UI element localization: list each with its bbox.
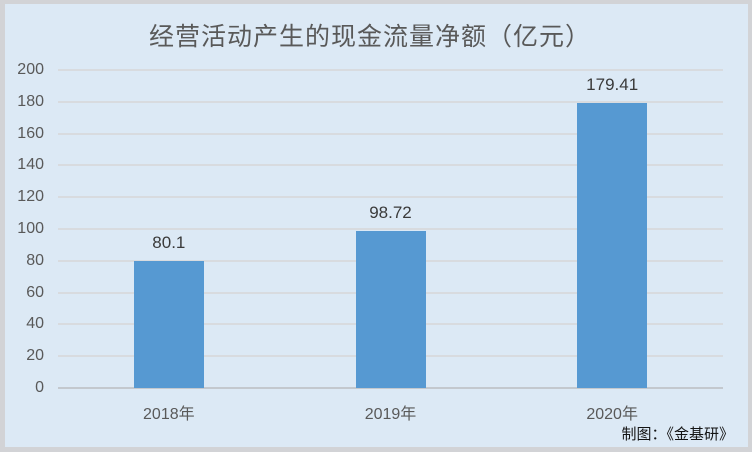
bar-value-label: 98.72: [369, 203, 412, 223]
gridline-y-180: [58, 100, 723, 103]
y-axis-tick-label: 20: [26, 347, 44, 365]
bar-2018年: [133, 260, 204, 388]
x-axis-category-label: 2019年: [364, 406, 417, 423]
y-axis-tick-label: 120: [17, 188, 44, 206]
y-axis-tick-label: 40: [26, 315, 44, 333]
gridline-y-140: [58, 164, 723, 167]
x-axis-category-label: 2020年: [586, 406, 638, 423]
y-axis-tick-label: 180: [17, 92, 44, 110]
gridline-y-120: [58, 196, 723, 199]
x-axis-category-label: 2018年: [143, 406, 195, 423]
gridline-y-100: [58, 228, 723, 230]
gridline-y-0: [58, 387, 723, 389]
bar-2020年: [577, 102, 648, 388]
gridline-y-160: [58, 132, 723, 135]
bar-value-label: 80.1: [152, 232, 186, 252]
chart-title: 经营活动产生的现金流量净额（亿元）: [148, 23, 591, 51]
y-axis-tick-label: 140: [17, 156, 44, 174]
y-axis-tick-label: 160: [17, 124, 44, 142]
bar-value-label: 179.41: [586, 74, 639, 94]
credit-text: 制图：《金基研》: [621, 426, 734, 443]
y-axis-tick-label: 60: [26, 283, 44, 301]
y-axis-tick-label: 80: [26, 251, 44, 269]
plot-area: 0 20 40 60 80 100 120 140 160 180 200 80.1 2018年 98.7…: [17, 62, 723, 423]
bar-2019年: [355, 231, 426, 388]
bar-chart-canvas: 经营活动产生的现金流量净额（亿元） 0 20 40 60 80 100 120 140 160 1…: [5, 4, 748, 447]
y-axis-tick-label: 0: [35, 379, 44, 396]
gridline-y-200: [58, 69, 723, 71]
y-axis-tick-label: 100: [17, 220, 44, 237]
y-axis-tick-label: 200: [17, 61, 44, 78]
